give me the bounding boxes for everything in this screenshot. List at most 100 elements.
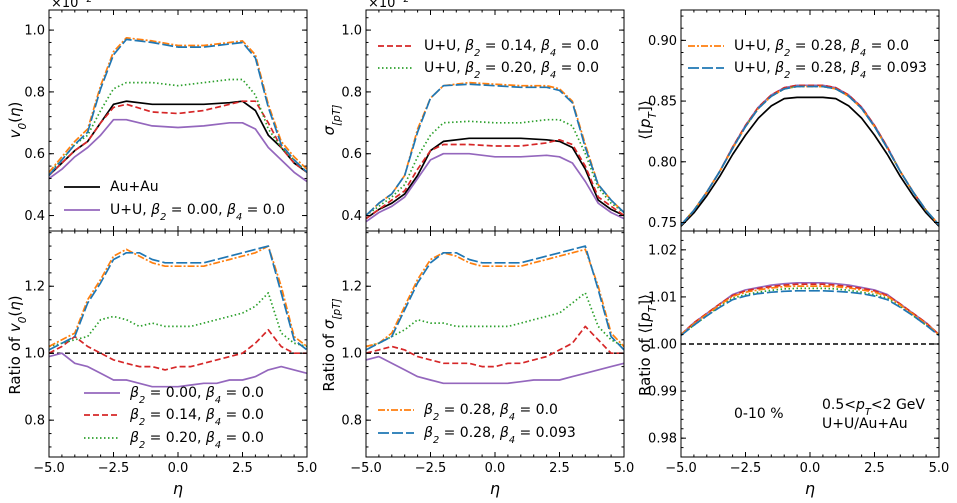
series-line-uu028 [680,285,940,336]
ytick-label: 0.4 [24,209,45,224]
y-axis-label-sigma: σ[pT] [320,105,343,136]
legend-entry-uu014: U+U, β2 = 0.14, β4 = 0.0 [378,38,599,59]
xtick-label: 0.0 [168,461,189,476]
panel-frame [48,9,308,232]
legend-label-uu028b4: β2 = 0.28, β4 = 0.093 [423,425,576,446]
annotation-pt-cut: 0.5<pT<2 GeV [822,397,925,418]
xtick-label: 5.0 [297,461,318,476]
y-axis-label-meanpt: ⟨[pT]⟩ [636,100,659,139]
series-line-uu020 [48,292,308,348]
x-axis-label: η [805,479,815,498]
xtick-label: 2.5 [232,461,253,476]
legend-ratio-uu028: β2 = 0.28, β4 = 0.0 [378,402,558,423]
x-axis-label: η [173,479,183,498]
series-line-uu028b4 [48,38,308,176]
panel-v0: 0.4 0.6 0.8 1.0 [24,9,308,232]
legend-label-uu028b4: U+U, β2 = 0.28, β4 = 0.093 [734,60,927,81]
series-line-uu020 [365,292,625,348]
ytick-label: 0.98 [648,432,677,447]
legend-entry-uu028: U+U, β2 = 0.28, β4 = 0.0 [688,38,909,59]
xtick-label: −5.0 [33,461,65,476]
ytick-label: 0.85 [648,95,677,110]
xtick-label: 5.0 [929,461,950,476]
scale-label-v0: ×10−2 [51,0,92,11]
legend-label-uu020: β2 = 0.20, β4 = 0.0 [129,430,264,451]
legend-ratio-uu028b4: β2 = 0.28, β4 = 0.093 [378,425,576,446]
series-line-uu014 [680,84,940,226]
series-line-auau [680,96,940,227]
legend-label-uu000: β2 = 0.00, β4 = 0.0 [129,385,264,406]
legend-label-uu014: U+U, β2 = 0.14, β4 = 0.0 [424,38,599,59]
panel-v0ratio: 0.8 1.0 1.2 −5.0 −2.5 0.0 2.5 5.0 [24,230,318,476]
xtick-label: 5.0 [614,461,635,476]
series-line-uu028 [48,245,308,348]
annotation-system: U+U/Au+Au [822,416,908,432]
xtick-label: 2.5 [864,461,885,476]
y-axis-label-v0: v0(η) [6,102,29,139]
series-line-uu000 [48,118,308,183]
ytick-label: 1.0 [341,24,362,39]
series-line-uu000 [365,152,625,223]
legend-label-uu014: β2 = 0.14, β4 = 0.0 [129,407,264,428]
y-axis-label-sigma-ratio: Ratio of σ[pT] [320,298,343,391]
series-line-uu000 [680,84,940,226]
legend-entry-uu020: U+U, β2 = 0.20, β4 = 0.0 [378,60,599,81]
series-line-uu020 [680,85,940,226]
ytick-label: 1.2 [341,280,362,295]
panel-frame [48,230,308,458]
ytick-label: 0.8 [341,85,362,100]
xtick-label: 0.0 [800,461,821,476]
series-line-uu014 [48,328,307,371]
annotation-centrality: 0-10 % [734,406,784,422]
legend-label-uu020: U+U, β2 = 0.20, β4 = 0.0 [424,60,599,81]
legend-ratio-uu000: β2 = 0.00, β4 = 0.0 [84,385,264,406]
xtick-label: −2.5 [98,461,130,476]
series-line-uu014 [48,100,308,177]
legend-label-uu000: U+U, β2 = 0.00, β4 = 0.0 [110,202,285,223]
ytick-label: 0.4 [341,209,362,224]
legend-ratio-uu014: β2 = 0.14, β4 = 0.0 [84,407,264,428]
ytick-label: 0.80 [648,155,677,170]
xtick-label: −2.5 [730,461,762,476]
ytick-label: 1.2 [24,280,45,295]
legend-entry-auau: Au+Au [64,179,159,195]
panel-sigmaratio: 0.8 1.0 1.2 −5.0 −2.5 0.0 2.5 5.0 [341,230,635,476]
series-line-uu028b4 [680,85,940,226]
ytick-label: 0.6 [24,147,45,162]
legend-label-auau: Au+Au [110,179,159,195]
series-line-uu000 [365,355,625,385]
series-line-uu028 [680,85,940,226]
ytick-label: 0.8 [341,414,362,429]
xtick-label: −2.5 [415,461,447,476]
panel-ptratio: 0.98 0.99 1.00 1.01 1.02 −5.0 −2.5 0.0 2.5 5.0 [648,230,950,476]
xtick-label: 0.0 [485,461,506,476]
series-line-uu028b4 [365,83,625,217]
series-line-uu028b4 [365,245,625,351]
legend-label-uu028: β2 = 0.28, β4 = 0.0 [423,402,558,423]
ytick-label: 1.00 [648,338,677,353]
legend-ratio-uu020: β2 = 0.20, β4 = 0.0 [84,430,264,451]
ytick-label: 1.0 [24,24,45,39]
series-line-uu020 [48,78,308,173]
series-line-uu000 [48,352,308,388]
xtick-label: 2.5 [549,461,570,476]
series-line-uu028b4 [680,289,940,337]
series-line-auau [365,137,625,220]
series-line-uu014 [365,325,624,368]
ytick-label: 0.75 [648,216,677,231]
ytick-label: 0.8 [24,414,45,429]
series-line-uu028 [48,36,308,173]
ytick-label: 1.02 [648,243,677,258]
ytick-label: 0.99 [648,385,677,400]
scale-label-sigma: ×10−2 [368,0,409,11]
legend-label-uu028: U+U, β2 = 0.28, β4 = 0.0 [734,38,909,59]
series-line-uu020 [680,287,940,336]
series-line-uu028b4 [48,245,308,351]
panel-sigma: 0.4 0.6 0.8 1.0 [341,9,625,232]
legend-entry-uu000: U+U, β2 = 0.00, β4 = 0.0 [64,202,285,223]
series-line-uu014 [365,138,625,220]
panel-frame [365,230,625,458]
ytick-label: 1.0 [24,347,45,362]
ytick-label: 0.8 [24,85,45,100]
